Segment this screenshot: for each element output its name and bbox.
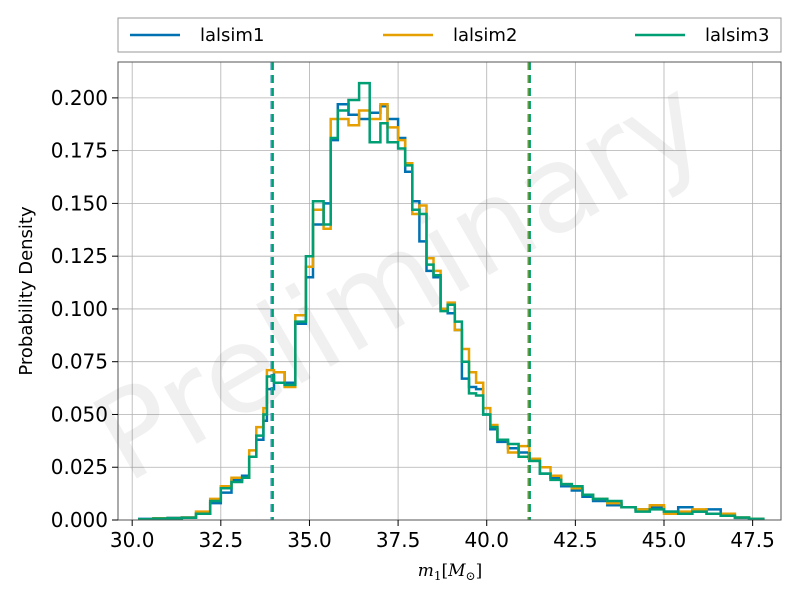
plot-area xyxy=(118,62,781,520)
x-tick-label: 45.0 xyxy=(642,528,687,552)
series-layer xyxy=(138,81,765,521)
legend: lalsim1 lalsim2 lalsim3 xyxy=(117,17,782,53)
y-tick-label: 0.050 xyxy=(51,402,108,426)
y-axis-ticks: 0.000 0.025 0.050 0.075 0.100 0.125 0.150 0.175… xyxy=(51,86,118,532)
legend-label-lalsim1: lalsim1 xyxy=(200,25,264,46)
y-tick-label: 0.075 xyxy=(51,350,108,374)
y-axis-label: Probability Density xyxy=(16,206,37,376)
x-tick-label: 37.5 xyxy=(376,528,421,552)
histogram-series-lalsim3 xyxy=(138,81,765,521)
y-tick-label: 0.000 xyxy=(51,508,108,532)
y-tick-label: 0.100 xyxy=(51,297,108,321)
legend-label-lalsim3: lalsim3 xyxy=(705,25,769,46)
x-tick-label: 35.0 xyxy=(287,528,332,552)
y-tick-label: 0.175 xyxy=(51,139,108,163)
credible-interval-lines xyxy=(270,62,531,520)
y-tick-label: 0.200 xyxy=(51,86,108,110)
x-axis-label: m1[M⊙] xyxy=(418,561,483,583)
x-tick-label: 40.0 xyxy=(464,528,509,552)
x-axis-ticks: 30.0 32.5 35.0 37.5 40.0 42.5 45.0 47.5 xyxy=(110,520,775,552)
x-tick-label: 42.5 xyxy=(553,528,598,552)
y-tick-label: 0.025 xyxy=(51,455,108,479)
x-tick-label: 30.0 xyxy=(110,528,155,552)
x-tick-label: 47.5 xyxy=(730,528,775,552)
x-tick-label: 32.5 xyxy=(199,528,244,552)
axes-frame xyxy=(117,61,782,521)
y-tick-label: 0.125 xyxy=(51,244,108,268)
y-tick-label: 0.150 xyxy=(51,191,108,215)
legend-label-lalsim2: lalsim2 xyxy=(453,25,517,46)
